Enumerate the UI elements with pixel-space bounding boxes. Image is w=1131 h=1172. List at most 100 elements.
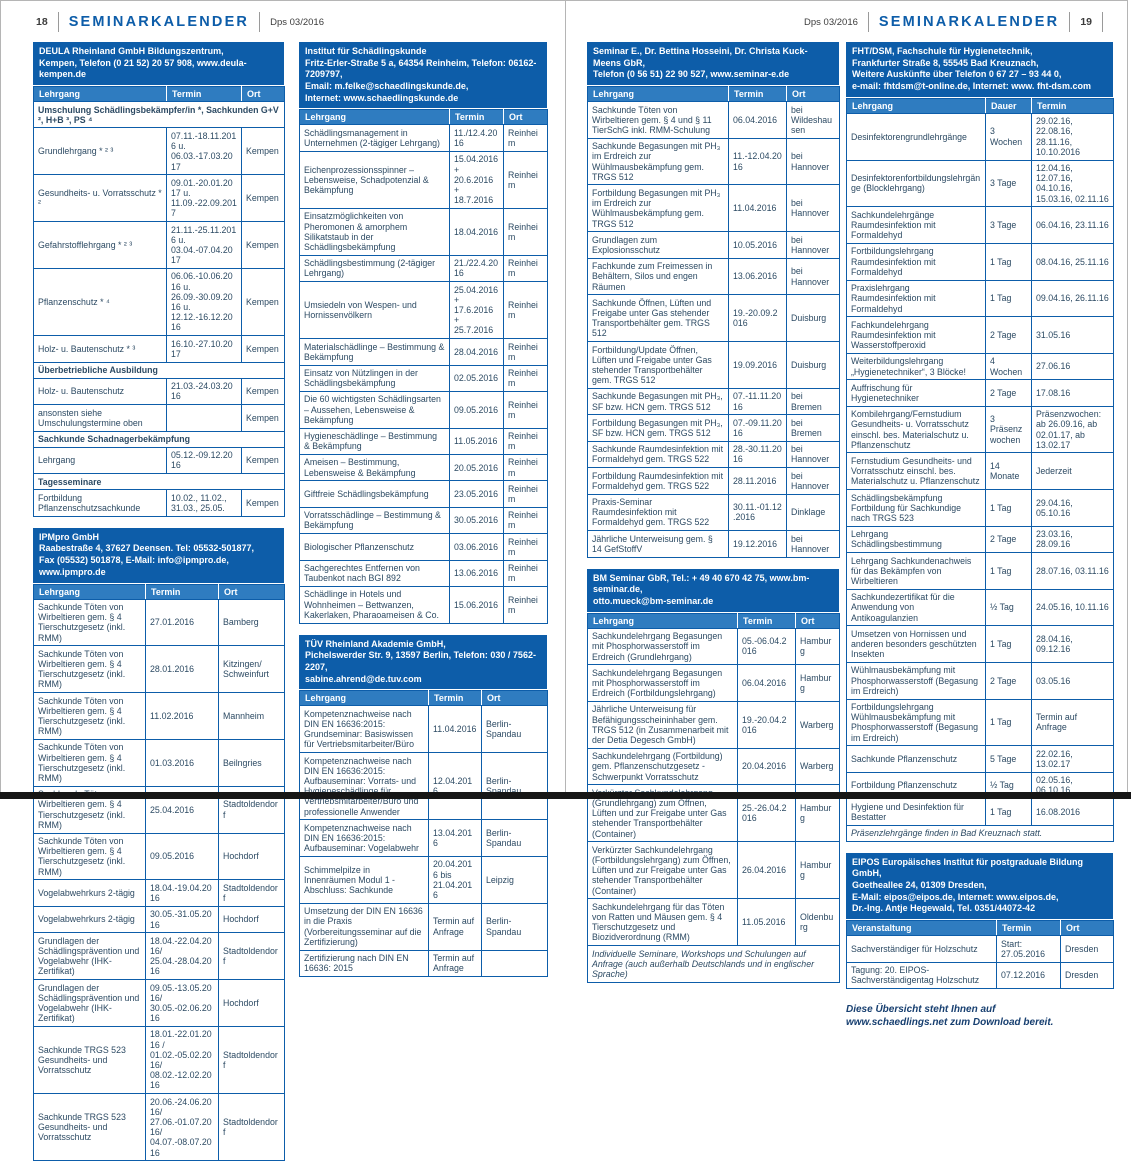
- page-title: SEMINARKALENDER: [878, 14, 1060, 30]
- column-header-row: Lehrgang Termin Ort: [587, 86, 840, 103]
- lehrgang-cell: Sachkunde Begasungen mit PH₃ im Erdreich…: [587, 137, 729, 186]
- termin-cell: 20.04.2016: [737, 747, 796, 786]
- termin-cell: 28.04.16, 09.12.16: [1031, 625, 1114, 663]
- deula-org-header: DEULA Rheinland GmbH Bildungszentrum, Kem…: [33, 42, 284, 87]
- table-row: Umsetzung der DIN EN 16636 in die Praxis…: [299, 902, 548, 951]
- dauer-cell: ½ Tag: [985, 588, 1032, 627]
- page-number: 19: [1080, 16, 1092, 28]
- org-header-line: Frankfurter Straße 8, 55545 Bad Kreuznac…: [852, 57, 1039, 68]
- table-row: Umsiedeln von Wespen- und Hornissenvölke…: [299, 281, 548, 340]
- ort-cell: Reinheim: [503, 364, 548, 392]
- termin-cell: 09.05.2016: [145, 832, 219, 881]
- center-page-divider: [565, 0, 566, 792]
- table-row: Lehrgang Sachkundenachweis für das Bekäm…: [846, 552, 1114, 590]
- fht-dsm-org-header: FHT/DSM, Fachschule für Hygienetechnik, F…: [846, 42, 1113, 98]
- table-row: Tagung: 20. EIPOS-Sachverständigentag Ho…: [846, 961, 1114, 989]
- schaedlingskunde-org-header: Institut für Schädlingskunde Fritz-Erler-…: [299, 42, 547, 110]
- ort-cell: bei Wildeshausen: [786, 101, 840, 139]
- table-row: Grundlehrgang * ² ³ 07.11.-18.11.2016 u. …: [33, 127, 285, 176]
- lehrgang-cell: Jährliche Unterweisung gem. § 14 GefStof…: [587, 530, 729, 558]
- termin-cell: 16.08.2016: [1031, 798, 1114, 826]
- termin-cell: 12.04.2016: [428, 752, 482, 821]
- ort-cell: Reinheim: [503, 254, 548, 283]
- lehrgang-cell: Fachkunde zum Freimessen in Behältern, S…: [587, 257, 729, 296]
- dauer-cell: 3 Tage: [985, 159, 1032, 208]
- ort-cell: Reinheim: [503, 506, 548, 535]
- dauer-cell: 3 Wochen: [985, 112, 1032, 161]
- table-row: Sachkunde Töten von Wirbeltieren gem. § …: [33, 832, 285, 881]
- ort-cell: Reinheim: [503, 559, 548, 587]
- tuev-org-header: TÜV Rheinland Akademie GmbH, Pichelswerde…: [299, 634, 547, 691]
- termin-cell: 03.05.16: [1031, 661, 1114, 700]
- lehrgang-cell: Sachkunde Raumdesinfektion mit Formaldeh…: [587, 440, 729, 469]
- table-row: Sachkundelehrgänge Raumdesinfektion mit …: [846, 206, 1114, 244]
- org-header-line: FHT/DSM, Fachschule für Hygienetechnik,: [852, 46, 1033, 56]
- column-header: Termin: [166, 86, 242, 103]
- termin-cell: Präsenzwochen: ab 26.09.16, ab 02.01.17,…: [1031, 405, 1114, 454]
- table-row: Fachkundelehrgang Raumdesinfektion mit W…: [846, 316, 1114, 354]
- table-row: Kompetenznachweise nach DIN EN 16636:201…: [299, 819, 548, 857]
- ort-cell: Hamburg: [795, 627, 840, 666]
- lehrgang-cell: Sachkundelehrgang Begasungen mit Phospho…: [587, 664, 738, 702]
- column-header: Termin: [428, 690, 482, 707]
- ort-cell: Dresden: [1060, 935, 1114, 963]
- termin-cell: 07.11.-18.11.2016 u. 06.03.-17.03.2017: [166, 127, 242, 176]
- dauer-cell: 3 Präsenzwochen: [985, 405, 1032, 454]
- termin-cell: 28.04.2016: [449, 338, 504, 366]
- dauer-cell: 1 Tag: [985, 625, 1032, 663]
- lehrgang-cell: Gesundheits- u. Vorratsschutz * ²: [33, 174, 167, 223]
- ort-cell: Berlin-Spandau: [481, 752, 548, 821]
- note-cell: Präsenzlehrgänge finden in Bad Kreuznach…: [846, 824, 1114, 842]
- bm-seminar-table: BM Seminar GbR, Tel.: + 49 40 670 42 75,…: [587, 568, 840, 983]
- lehrgang-cell: Einsatz von Nützlingen in der Schädlings…: [299, 364, 450, 392]
- dauer-cell: 1 Tag: [985, 489, 1032, 527]
- lehrgang-cell: Sachkunde Töten von Wirbeltieren gem. § …: [33, 598, 146, 647]
- org-header-line: otto.mueck@bm-seminar.de: [593, 595, 714, 606]
- termin-cell: 18.01.-22.01.2016 / 01.02.-05.02.2016/ 0…: [145, 1025, 219, 1095]
- ort-cell: Berlin-Spandau: [481, 902, 548, 951]
- termin-cell: 09.01.-20.01.2017 u. 11.09.-22.09.2017: [166, 174, 242, 223]
- table-row: Grundlagen der Schädlingsprävention und …: [33, 932, 285, 981]
- lehrgang-cell: Grundlagen der Schädlingsprävention und …: [33, 932, 146, 981]
- ort-cell: Hamburg: [795, 664, 840, 702]
- table-row: Fortbildung Begasungen mit PH₃ im Erdrei…: [587, 184, 840, 233]
- termin-cell: [166, 404, 242, 432]
- dauer-cell: 1 Tag: [985, 552, 1032, 590]
- table-row: Sachkunde TRGS 523 Gesundheits- und Vorr…: [33, 1093, 285, 1162]
- termin-cell: 27.01.2016: [145, 598, 219, 647]
- lehrgang-cell: Lehrgang Sachkundenachweis für das Bekäm…: [846, 552, 986, 590]
- lehrgang-cell: Schädlingsmanagement in Unternehmen (2-t…: [299, 124, 450, 152]
- termin-cell: 21.11.-25.11.2016 u. 03.04.-07.04.2017: [166, 221, 242, 269]
- ort-cell: Stadtoldendorf: [218, 1025, 285, 1095]
- ort-cell: Hochdorf: [218, 832, 285, 881]
- ort-cell: bei Bremen: [786, 387, 840, 416]
- termin-cell: 28.01.2016: [145, 645, 219, 694]
- table-row: Vogelabwehrkurs 2-tägig 30.05.-31.05.2016…: [33, 905, 285, 934]
- termin-cell: 30.05.-31.05.2016: [145, 905, 219, 934]
- org-header-line: BM Seminar GbR, Tel.: + 49 40 670 42 75,…: [593, 572, 810, 595]
- lehrgang-cell: Umsiedeln von Wespen- und Hornissenvölke…: [299, 281, 450, 340]
- termin-cell: 07.12.2016: [996, 961, 1061, 989]
- termin-cell: 31.05.16: [1031, 316, 1114, 354]
- ort-cell: Reinheim: [503, 453, 548, 482]
- ort-cell: bei Hannover: [786, 137, 840, 186]
- page18-right-column: Institut für Schädlingskunde Fritz-Erler-…: [299, 42, 548, 988]
- column-header: Termin: [728, 86, 787, 103]
- termin-cell: 13.06.2016: [449, 559, 504, 587]
- termin-cell: Jederzeit: [1031, 452, 1114, 491]
- section-cell: Umschulung Schädlingsbekämpfer/in *, Sac…: [33, 101, 285, 129]
- table-row: Schädlingsbestimmung (2-tägiger Lehrgang…: [299, 254, 548, 283]
- table-row: Grundlagen zum Explosionsschutz 10.05.201…: [587, 231, 840, 259]
- table-row: Hygiene und Desinfektion für Bestatter 1 …: [846, 798, 1114, 826]
- ort-cell: Berlin-Spandau: [481, 705, 548, 754]
- table-row: Umschulung Schädlingsbekämpfer/in *, Sac…: [33, 101, 285, 129]
- fht-dsm-grid: Lehrgang Dauer Termin Desinfektorengrundleh…: [846, 97, 1114, 842]
- lehrgang-cell: Fortbildung/Update Öffnen, Lüften und Fr…: [587, 341, 729, 389]
- column-header-row: Lehrgang Termin Ort: [33, 584, 285, 600]
- lehrgang-cell: Fortbildung Begasungen mit PH₃ im Erdrei…: [587, 184, 729, 233]
- lehrgang-cell: Eichenprozessionsspinner – Lebensweise, …: [299, 150, 450, 209]
- dauer-cell: 2 Tage: [985, 661, 1032, 700]
- table-row: Sachkunde Töten von Wirbeltieren gem. § …: [33, 738, 285, 787]
- table-row: Eichenprozessionsspinner – Lebensweise, …: [299, 150, 548, 209]
- ort-cell: bei Hannover: [786, 257, 840, 296]
